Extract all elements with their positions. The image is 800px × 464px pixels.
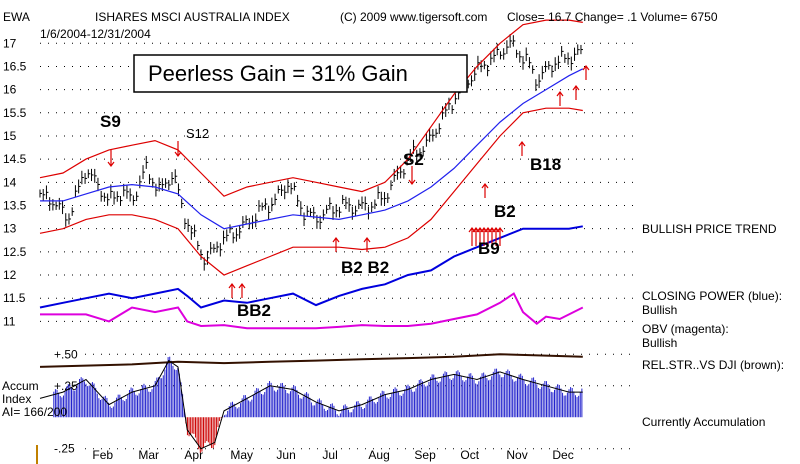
arrow-dec-1-head — [556, 91, 564, 97]
x-axis-ticks: Feb Mar Apr May Jun Jul Aug Sep Oct Nov Dec — [92, 448, 573, 462]
index-title: ISHARES MSCI AUSTRALIA INDEX — [95, 10, 290, 24]
signal-b2-b2-jul: B2 B2 — [341, 258, 389, 277]
x-tick-label: Oct — [460, 448, 479, 462]
x-tick-label: Jul — [322, 448, 337, 462]
x-tick-label: Feb — [92, 448, 113, 462]
series-obv — [40, 292, 584, 330]
y-tick-label: 11 — [3, 314, 16, 328]
arrow-s12-head — [174, 151, 182, 157]
x-tick-label: Mar — [138, 448, 159, 462]
y-tick-label: 17 — [3, 36, 17, 50]
y-tick-label: 15.5 — [3, 106, 27, 120]
y-tick-label: 13.5 — [3, 198, 27, 212]
x-tick-label: Sep — [414, 448, 436, 462]
series-accum-ma — [39, 359, 583, 450]
x-tick-label: May — [230, 448, 253, 462]
ticker-label: EWA — [3, 10, 30, 24]
relstr-title: REL.STR..VS DJI (brown): — [642, 358, 784, 372]
signal-b2-oct: B2 — [494, 202, 516, 221]
x-tick-label: Jun — [276, 448, 295, 462]
signal-s9: S9 — [100, 112, 121, 131]
arrow-bb2-b-head — [238, 283, 246, 289]
y-tick-label: 11.5 — [3, 291, 26, 305]
arrow-b2-oct-head — [481, 183, 489, 189]
obv-value: Bullish — [642, 336, 677, 350]
signal-arrows — [107, 65, 590, 298]
signal-b9: B9 — [478, 239, 500, 258]
y-tick-label: 15 — [3, 129, 17, 143]
accum-label-1: Accum — [2, 379, 39, 393]
y-tick-label: 14 — [3, 175, 17, 189]
arrow-dec-2-head — [572, 85, 580, 91]
dotted-grid — [40, 42, 637, 450]
accum-bars — [53, 356, 583, 453]
accum-tick-label: +.25 — [54, 379, 78, 393]
y-tick-label: 12 — [3, 268, 17, 282]
cp-value: Bullish — [642, 303, 677, 317]
arrow-dec-3-head — [582, 65, 590, 71]
y-tick-label: 16 — [3, 83, 17, 97]
copyright: (C) 2009 www.tigersoft.com — [340, 10, 487, 24]
accum-label-2: Index — [2, 392, 31, 406]
y-tick-label: 14.5 — [3, 152, 27, 166]
x-tick-label: Dec — [552, 448, 573, 462]
x-tick-label: Nov — [506, 448, 527, 462]
arrow-s9-head — [107, 161, 115, 167]
y-tick-label: 16.5 — [3, 59, 27, 73]
accum-axis-ticks: +.50 +.25 -.25 — [54, 347, 78, 455]
arrow-b18-head — [518, 141, 526, 147]
arrow-b2-a-head — [332, 237, 340, 243]
accum-tick-label: -.25 — [54, 442, 75, 456]
y-tick-label: 13 — [3, 222, 17, 236]
arrow-bb2-a-head — [228, 283, 236, 289]
arrow-b2-b-head — [363, 237, 371, 243]
arrow-b9-head — [496, 227, 504, 233]
series-upper-band — [39, 19, 583, 197]
quote: Close= 16.7 Change= .1 Volume= 6750 — [507, 10, 718, 24]
accum-label-3: AI= 166/200 — [2, 405, 67, 419]
x-tick-label: Apr — [184, 448, 203, 462]
cp-title: CLOSING POWER (blue): — [642, 289, 782, 303]
obv-title: OBV (magenta): — [642, 322, 729, 336]
accum-tick-label: +.50 — [54, 347, 78, 361]
date-range: 1/6/2004-12/31/2004 — [40, 27, 151, 41]
signal-s2: S2 — [403, 150, 424, 169]
arrow-s2-head — [408, 179, 416, 185]
signal-b18: B18 — [530, 155, 561, 174]
series-closing-power — [39, 225, 583, 309]
series-lines — [39, 19, 584, 450]
series-moving-average — [40, 68, 584, 230]
series-rel-strength — [39, 353, 583, 368]
trend-label: BULLISH PRICE TREND — [642, 222, 777, 236]
x-tick-label: Aug — [368, 448, 389, 462]
banner-text: Peerless Gain = 31% Gain — [148, 61, 408, 86]
y-axis-ticks: 17 16.5 16 15.5 15 14.5 14 13.5 13 12.5 12 11.5 11 — [3, 36, 27, 328]
signal-s12: S12 — [186, 126, 209, 141]
series-lower-band — [39, 107, 583, 276]
signal-bb2-may: BB2 — [237, 301, 271, 320]
accum-status: Currently Accumulation — [642, 415, 765, 429]
y-tick-label: 12.5 — [3, 245, 27, 259]
price-bars — [39, 34, 583, 271]
banner-box — [133, 54, 468, 93]
